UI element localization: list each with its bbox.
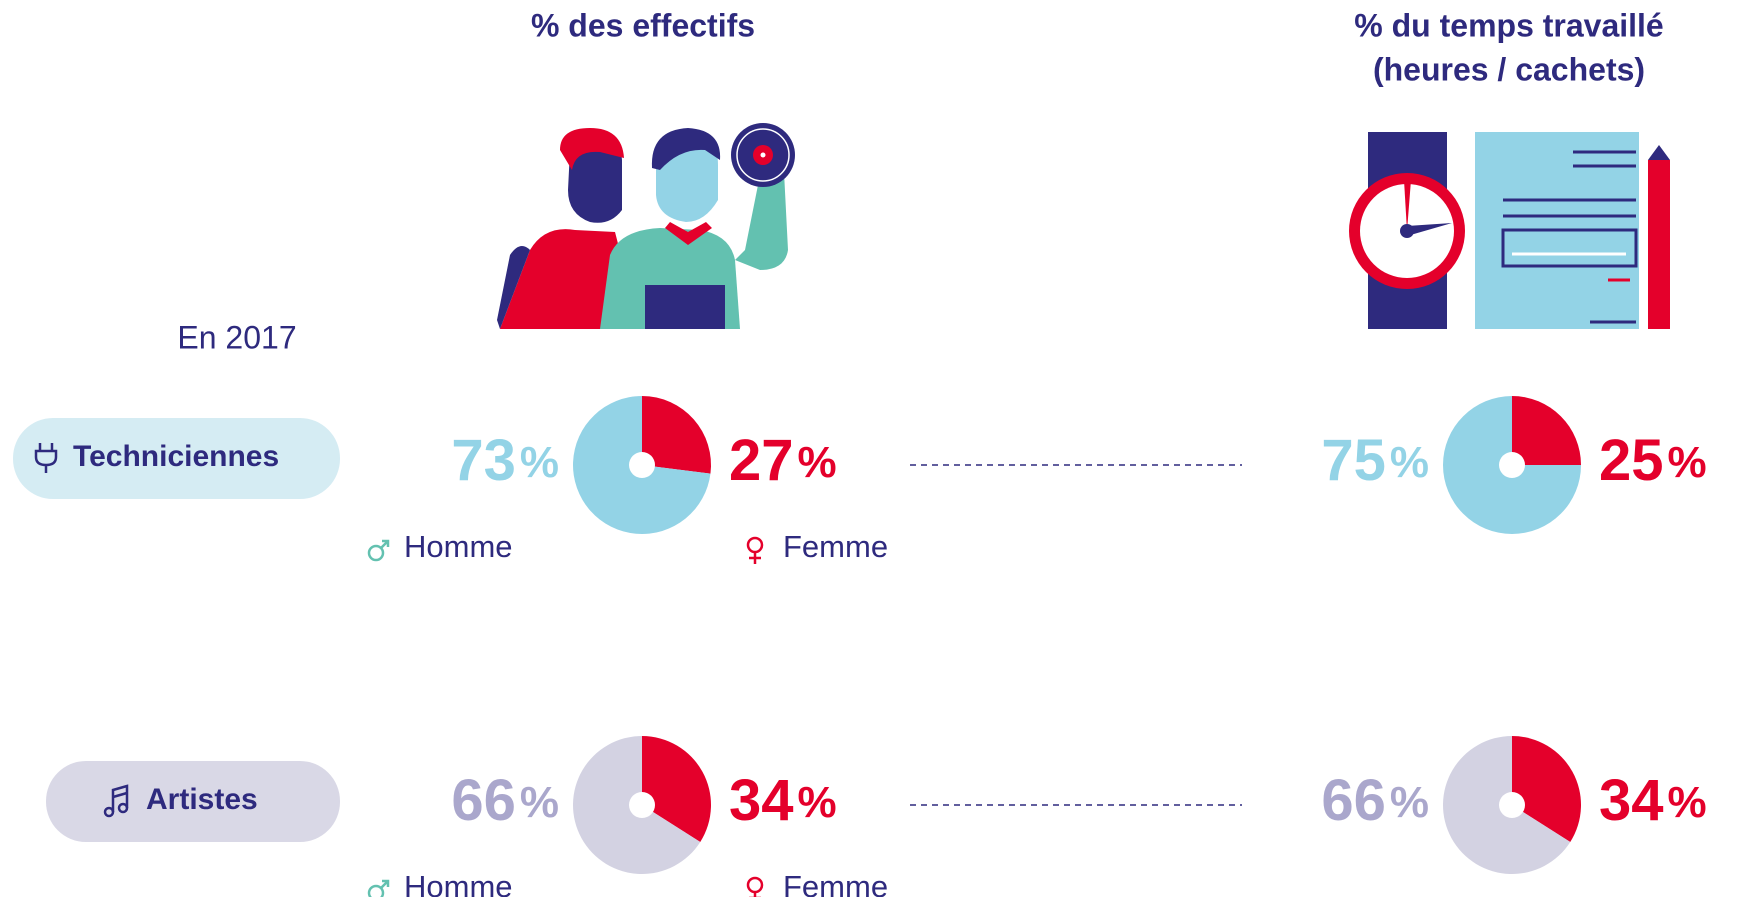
- female-symbol: [746, 876, 764, 894]
- column-title: % du temps travaillé: [1354, 7, 1663, 43]
- pie-hole: [1499, 452, 1525, 478]
- pie-hole: [629, 452, 655, 478]
- value-label: 27%: [729, 428, 837, 493]
- value-label: 73%: [451, 428, 559, 493]
- male-symbol: [380, 879, 390, 889]
- pie-slice: [642, 736, 712, 842]
- group-pill: [13, 418, 340, 499]
- male-symbol: [367, 544, 385, 562]
- legend-label: Homme: [404, 869, 513, 897]
- group-label: Techniciennes: [73, 440, 279, 473]
- female-symbol: [746, 536, 764, 554]
- plug-icon: [34, 443, 58, 473]
- value-label: 75%: [1321, 428, 1429, 493]
- female-symbol: [749, 892, 761, 897]
- value-label: 66%: [1321, 768, 1429, 833]
- time-illustration: [1349, 132, 1670, 329]
- group-label: Artistes: [146, 783, 258, 816]
- legend-label: Homme: [404, 529, 513, 564]
- music-icon: [103, 784, 129, 818]
- value-label: 34%: [1599, 768, 1707, 833]
- pie-slice: [642, 396, 711, 474]
- column-title: % des effectifs: [531, 7, 755, 43]
- pie-hole: [629, 792, 655, 818]
- pie-hole: [1499, 792, 1525, 818]
- female-symbol: [749, 552, 761, 564]
- value-label: 66%: [451, 768, 559, 833]
- pie-slice: [1512, 736, 1582, 842]
- pie-slice: [1512, 396, 1581, 465]
- value-label: 25%: [1599, 428, 1707, 493]
- group-pill: [46, 761, 340, 842]
- column-title: (heures / cachets): [1373, 51, 1645, 87]
- male-symbol: [367, 884, 385, 897]
- legend-label: Femme: [783, 529, 888, 564]
- legend-label: Femme: [783, 869, 888, 897]
- people-illustration: [497, 123, 795, 329]
- year-label: En 2017: [177, 319, 296, 355]
- male-symbol: [380, 539, 390, 549]
- value-label: 34%: [729, 768, 837, 833]
